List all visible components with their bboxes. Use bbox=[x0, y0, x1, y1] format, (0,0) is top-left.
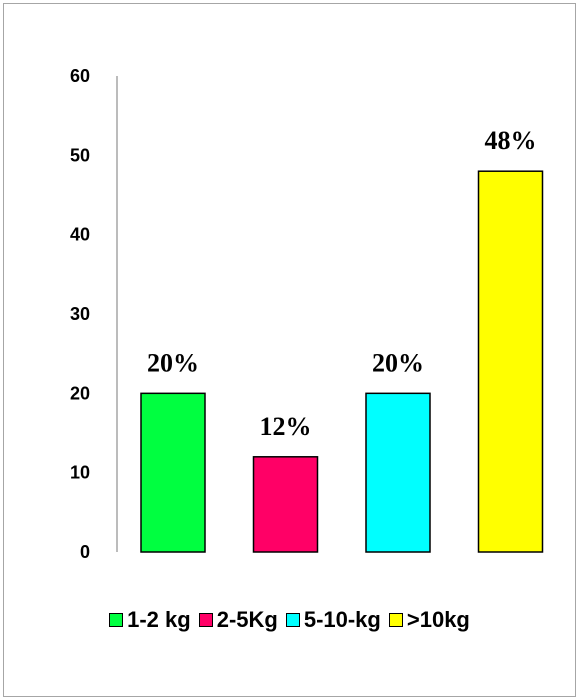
data-label: 48% bbox=[485, 126, 537, 155]
legend-label: 1-2 kg bbox=[127, 607, 191, 632]
data-label: 20% bbox=[147, 348, 199, 377]
legend-label: 5-10-kg bbox=[303, 607, 381, 632]
legend-item: 1-2 kg bbox=[109, 607, 191, 633]
data-label: 12% bbox=[260, 412, 312, 441]
legend-item: 5-10-kg bbox=[285, 607, 381, 633]
y-tick-label: 50 bbox=[70, 145, 90, 165]
y-tick-label: 30 bbox=[70, 304, 90, 324]
y-tick-label: 10 bbox=[70, 463, 90, 483]
y-tick-label: 40 bbox=[70, 225, 90, 245]
legend-label: >10kg bbox=[406, 607, 470, 632]
legend-swatch bbox=[198, 613, 213, 627]
legend-swatch bbox=[109, 613, 124, 627]
data-labels: 20% 12% 20% 48% bbox=[147, 126, 537, 441]
bar bbox=[365, 392, 431, 553]
data-label: 20% bbox=[372, 348, 424, 377]
legend-item: 2-5Kg bbox=[198, 607, 278, 633]
bars bbox=[140, 170, 544, 553]
y-tick-label: 20 bbox=[70, 383, 90, 403]
y-tick-label: 0 bbox=[80, 542, 90, 562]
bar bbox=[477, 170, 544, 553]
legend: 1-2 kg 2-5Kg 5-10-kg >10kg bbox=[0, 605, 579, 635]
legend-label: 2-5Kg bbox=[216, 607, 278, 632]
y-tick-label: 60 bbox=[70, 66, 90, 86]
legend-item: >10kg bbox=[388, 607, 470, 633]
legend-swatch bbox=[388, 613, 403, 627]
legend-swatch bbox=[285, 613, 300, 627]
bar bbox=[252, 456, 319, 553]
bar bbox=[140, 392, 206, 553]
y-axis-ticks: 0 10 20 30 40 50 60 bbox=[70, 66, 90, 562]
